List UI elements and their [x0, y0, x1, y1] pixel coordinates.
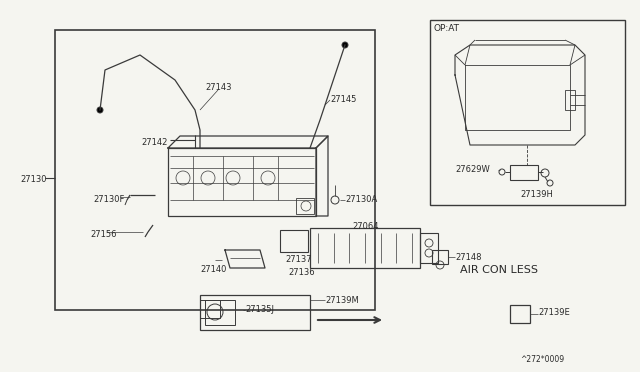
Bar — [205, 300, 235, 325]
Text: 27139H: 27139H — [520, 190, 553, 199]
Text: 27156: 27156 — [90, 230, 116, 239]
Bar — [430, 20, 625, 205]
Text: 27130A: 27130A — [345, 195, 377, 204]
Bar — [510, 165, 538, 180]
Text: 27136: 27136 — [288, 268, 315, 277]
Text: 27137: 27137 — [285, 255, 312, 264]
Bar — [510, 305, 530, 323]
Text: 27148: 27148 — [455, 253, 481, 262]
Bar — [280, 230, 308, 252]
Text: 27135J: 27135J — [245, 305, 274, 314]
Circle shape — [342, 42, 348, 48]
Bar — [200, 300, 220, 318]
Bar — [55, 30, 375, 310]
Text: 27629W: 27629W — [455, 165, 490, 174]
Text: ^272*0009: ^272*0009 — [520, 355, 564, 364]
Text: 27145: 27145 — [330, 95, 356, 104]
Text: 27142: 27142 — [141, 138, 168, 147]
Text: 27139E: 27139E — [538, 308, 570, 317]
Text: AIR CON LESS: AIR CON LESS — [460, 265, 538, 275]
Text: 27143: 27143 — [205, 83, 232, 92]
Bar — [565, 90, 575, 110]
Text: 27139M: 27139M — [325, 296, 359, 305]
Bar — [420, 233, 438, 263]
Text: 27140: 27140 — [200, 265, 227, 274]
Circle shape — [97, 107, 103, 113]
Bar — [310, 228, 420, 268]
Text: 27064: 27064 — [352, 222, 378, 231]
Bar — [200, 295, 310, 330]
Text: OP:AT: OP:AT — [434, 24, 460, 33]
Bar — [432, 250, 448, 264]
Bar — [168, 148, 316, 216]
Text: 27130: 27130 — [20, 175, 47, 184]
Bar — [296, 198, 314, 214]
Text: 27130F: 27130F — [93, 195, 124, 204]
